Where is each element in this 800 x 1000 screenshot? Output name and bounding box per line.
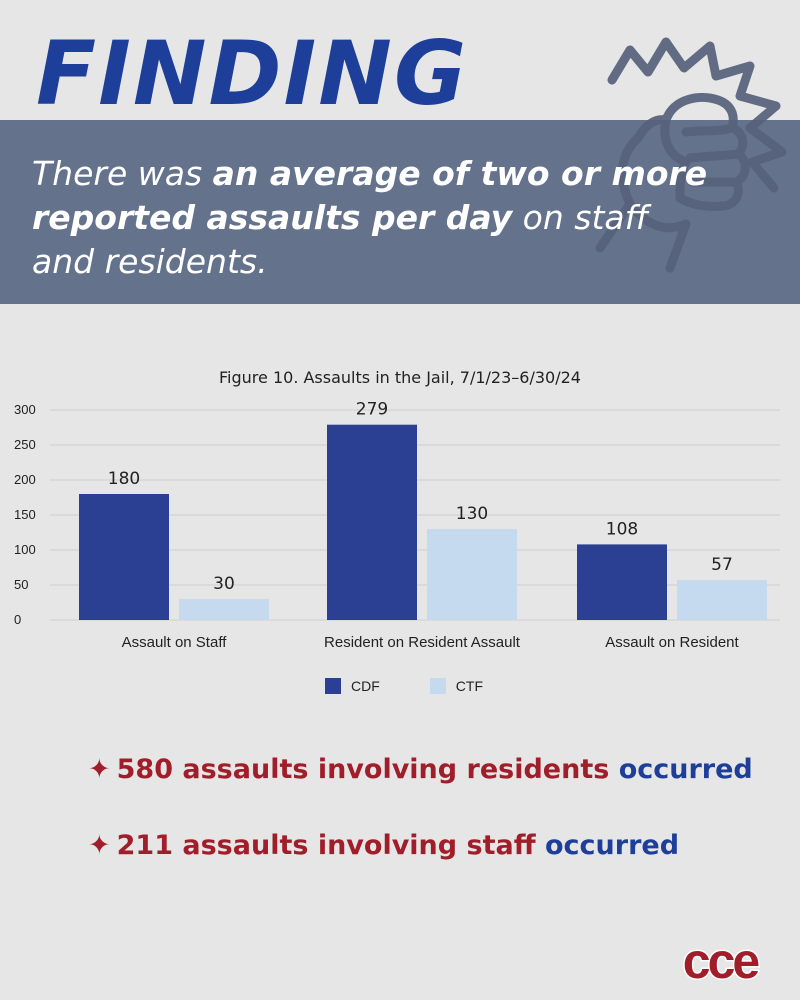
y-tick-label: 50: [14, 577, 28, 592]
bar-cdf: [327, 424, 417, 620]
legend-label-cdf: CDF: [351, 678, 380, 694]
data-label: 279: [356, 400, 388, 420]
data-label: 180: [108, 469, 140, 489]
statement-emphasis: an average of two or more reported assau…: [32, 154, 708, 237]
data-label: 30: [213, 574, 235, 594]
callout-rest: occurred: [535, 830, 680, 861]
y-tick-label: 100: [14, 542, 36, 557]
callout-rest: occurred: [609, 754, 753, 785]
bar-ctf: [179, 599, 269, 620]
legend-swatch-cdf: [325, 678, 341, 694]
legend-item-cdf: CDF: [325, 678, 380, 694]
statement-part: There was: [32, 154, 213, 193]
bar-cdf: [577, 544, 667, 620]
data-label: 57: [711, 555, 733, 575]
bar-ctf: [677, 580, 767, 620]
callout-residents: ✦ 580 assaults involving residents occurr…: [88, 754, 753, 785]
legend-swatch-ctf: [429, 678, 446, 694]
callout-highlight: 211 assaults involving staff: [116, 830, 536, 861]
y-tick-label: 250: [14, 437, 36, 452]
cce-logo: cce: [681, 936, 764, 984]
finding-statement: There was an average of two or more repo…: [32, 152, 712, 284]
chart-legend: CDF CTF: [325, 678, 483, 694]
statement-part: on staff and residents.: [32, 198, 649, 281]
y-tick-label: 0: [14, 612, 21, 627]
legend-item-ctf: CTF: [429, 678, 483, 694]
y-tick-label: 200: [14, 472, 36, 487]
data-label: 130: [456, 504, 488, 524]
x-tick-label: Assault on Staff: [122, 634, 228, 651]
y-tick-label: 150: [14, 507, 36, 522]
callout-staff: ✦ 211 assaults involving staff occurred: [88, 830, 679, 861]
fist-impact-icon: [595, 37, 787, 273]
finding-title: FINDING: [36, 22, 469, 125]
logo-text: cce: [683, 936, 760, 984]
callout-highlight: 580 assaults involving residents: [116, 754, 610, 785]
bar-chart: 0 50 100 150 200 250 300 180 30 Assault on Staff 2…: [14, 400, 780, 651]
bar-cdf: [79, 494, 169, 620]
data-label: 108: [606, 519, 638, 539]
bar-ctf: [427, 529, 517, 620]
star-icon: ✦: [88, 754, 111, 785]
x-tick-label: Resident on Resident Assault: [324, 634, 521, 651]
star-icon: ✦: [88, 830, 111, 861]
x-tick-label: Assault on Resident: [605, 634, 739, 651]
chart-title: Figure 10. Assaults in the Jail, 7/1/23–…: [219, 368, 581, 387]
y-tick-label: 300: [14, 402, 36, 417]
legend-label-ctf: CTF: [455, 678, 483, 694]
